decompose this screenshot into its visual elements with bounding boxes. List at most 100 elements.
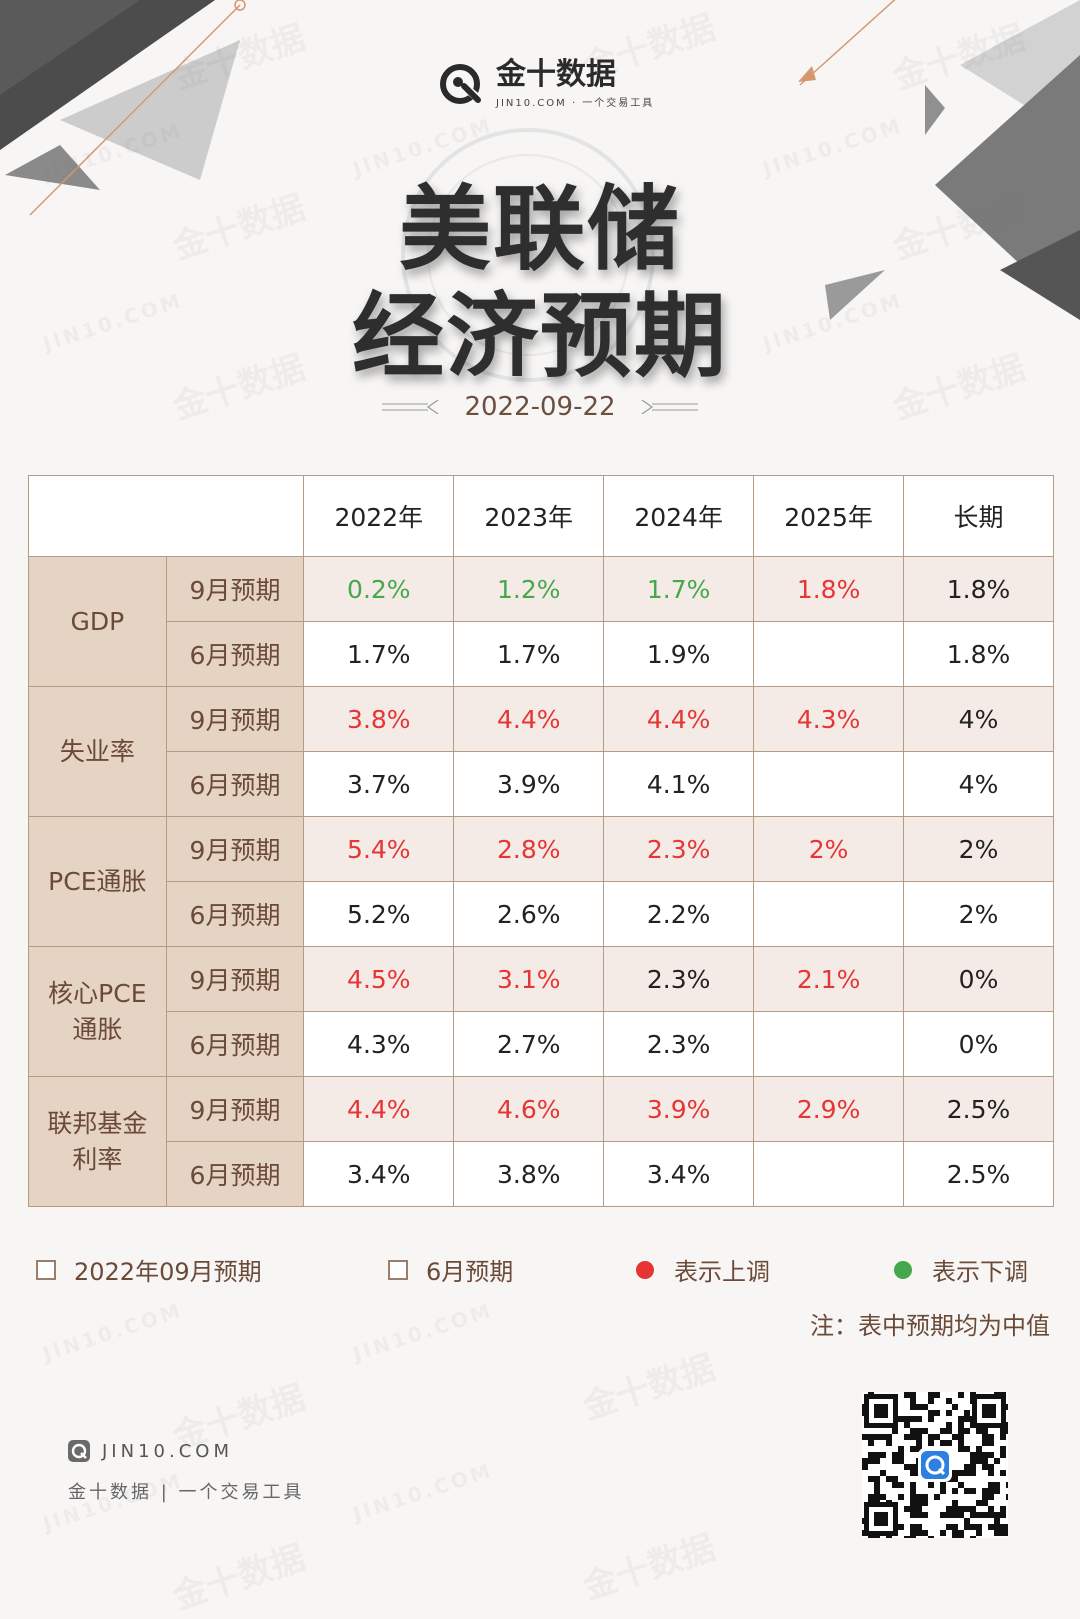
legend-item-down: 表示下调: [894, 1252, 1028, 1287]
value-cell: 3.9%: [603, 1076, 755, 1142]
legend-item-up: 表示上调: [636, 1252, 770, 1287]
value-cell: 2.5%: [903, 1141, 1054, 1207]
date-right-ornament-icon: [641, 400, 698, 414]
green-dot-icon: [894, 1260, 912, 1279]
value-cell: 4%: [903, 686, 1054, 752]
value-cell: [753, 621, 905, 687]
legend-label: 2022年09月预期: [74, 1258, 262, 1286]
legend-label: 6月预期: [426, 1258, 514, 1286]
value-cell: 4.1%: [603, 751, 755, 817]
value-cell: 4.5%: [303, 946, 455, 1012]
indicator-name: 通胀: [72, 1014, 123, 1044]
column-header: 长期: [903, 475, 1054, 557]
projections-table: 2022年 2023年 2024年 2025年 长期 GDP 9月预期 0.2% 1.…: [27, 475, 1054, 1207]
value-cell: [753, 881, 905, 947]
square-icon: [388, 1259, 408, 1280]
value-cell: [753, 751, 905, 817]
value-cell: 2.9%: [753, 1076, 905, 1142]
footer-tagline: 金十数据 | 一个交易工具: [68, 1482, 305, 1503]
indicator-name-cell: 核心PCE 通胀: [28, 946, 167, 1077]
table-row: 6月预期 1.7% 1.7% 1.9% 1.8%: [29, 621, 1054, 687]
projection-label: 6月预期: [165, 1011, 305, 1077]
value-cell: 5.2%: [303, 881, 455, 947]
value-cell: 2.7%: [453, 1011, 605, 1077]
value-cell: 1.7%: [603, 556, 755, 622]
value-cell: 1.8%: [753, 556, 905, 622]
column-header: 2023年: [453, 475, 605, 557]
legend-item-sep: 2022年09月预期: [36, 1252, 262, 1287]
jin10-logo-icon: [68, 1440, 90, 1462]
value-cell: [753, 1141, 905, 1207]
value-cell: 2%: [753, 816, 905, 882]
table-header-row: 2022年 2023年 2024年 2025年 长期: [27, 475, 1054, 557]
projection-label: 9月预期: [165, 556, 305, 622]
column-header: 2022年: [303, 475, 455, 557]
square-icon: [36, 1259, 56, 1280]
value-cell: 3.7%: [303, 751, 455, 817]
projection-label: 9月预期: [165, 1076, 305, 1142]
indicator-name: PCE通胀: [48, 866, 147, 896]
date-row: 2022-09-22: [0, 392, 1080, 422]
value-cell: 2%: [903, 881, 1054, 947]
column-header: 2024年: [603, 475, 755, 557]
value-cell: 0%: [903, 1011, 1054, 1077]
value-cell: 1.7%: [303, 621, 455, 687]
footnote: 注：表中预期均为中值: [810, 1312, 1050, 1340]
value-cell: 0%: [903, 946, 1054, 1012]
value-cell: [753, 1011, 905, 1077]
report-date: 2022-09-22: [464, 392, 616, 422]
indicator-name-cell: GDP: [28, 556, 167, 687]
value-cell: 1.8%: [903, 621, 1054, 687]
projection-label: 6月预期: [165, 751, 305, 817]
indicator-name-cell: 联邦基金 利率: [28, 1076, 167, 1207]
indicator-name: GDP: [70, 606, 125, 636]
date-left-ornament-icon: [382, 400, 439, 414]
value-cell: 0.2%: [303, 556, 455, 622]
projection-label: 9月预期: [165, 686, 305, 752]
value-cell: 3.8%: [453, 1141, 605, 1207]
table-row: 联邦基金 利率 9月预期 4.4% 4.6% 3.9% 2.9% 2.5%: [28, 1076, 1054, 1207]
indicator-name: 失业率: [59, 736, 135, 766]
value-cell: 2.3%: [603, 946, 755, 1012]
table-row: 6月预期 3.7% 3.9% 4.1% 4%: [29, 751, 1054, 817]
table-row: 核心PCE 通胀 9月预期 4.5% 3.1% 2.3% 2.1% 0%: [28, 946, 1054, 1077]
value-cell: 4.3%: [753, 686, 905, 752]
page-title-line2: 经济预期: [351, 283, 728, 390]
page-title-line1: 美联储: [398, 176, 681, 283]
brand-name: 金十数据: [496, 57, 616, 92]
table-row: 6月预期 4.3% 2.7% 2.3% 0%: [29, 1011, 1054, 1077]
footer-site: JIN10.COM: [102, 1440, 233, 1462]
qr-code-icon[interactable]: [862, 1392, 1008, 1538]
value-cell: 3.1%: [453, 946, 605, 1012]
value-cell: 1.2%: [453, 556, 605, 622]
indicator-name: 联邦基金: [47, 1108, 148, 1138]
value-cell: 2.2%: [603, 881, 755, 947]
value-cell: 2.8%: [453, 816, 605, 882]
value-cell: 2.3%: [603, 1011, 755, 1077]
value-cell: 2.5%: [903, 1076, 1054, 1142]
indicator-name: 核心PCE: [48, 978, 147, 1008]
table-row: 失业率 9月预期 3.8% 4.4% 4.4% 4.3% 4%: [28, 686, 1054, 817]
value-cell: 4.4%: [453, 686, 605, 752]
projection-label: 6月预期: [165, 881, 305, 947]
table-row: 6月预期 3.4% 3.8% 3.4% 2.5%: [29, 1141, 1054, 1207]
brand-logo: 金十数据 JIN10.COM · 一个交易工具: [438, 58, 654, 109]
footer-brand: JIN10.COM: [68, 1440, 233, 1462]
value-cell: 2%: [903, 816, 1054, 882]
value-cell: 3.9%: [453, 751, 605, 817]
legend-label: 表示上调: [674, 1258, 770, 1286]
value-cell: 4.6%: [453, 1076, 605, 1142]
legend-item-jun: 6月预期: [388, 1252, 513, 1287]
value-cell: 4.3%: [303, 1011, 455, 1077]
brand-domain: JIN10.COM · 一个交易工具: [496, 98, 655, 109]
value-cell: 4%: [903, 751, 1054, 817]
indicator-name-cell: PCE通胀: [28, 816, 167, 947]
jin10-logo-icon: [440, 63, 481, 104]
table-row: 6月预期 5.2% 2.6% 2.2% 2%: [29, 881, 1054, 947]
projection-label: 6月预期: [165, 621, 305, 687]
value-cell: 5.4%: [303, 816, 455, 882]
red-dot-icon: [636, 1260, 654, 1279]
value-cell: 2.1%: [753, 946, 905, 1012]
table-row: GDP 9月预期 0.2% 1.2% 1.7% 1.8% 1.8%: [28, 556, 1054, 687]
